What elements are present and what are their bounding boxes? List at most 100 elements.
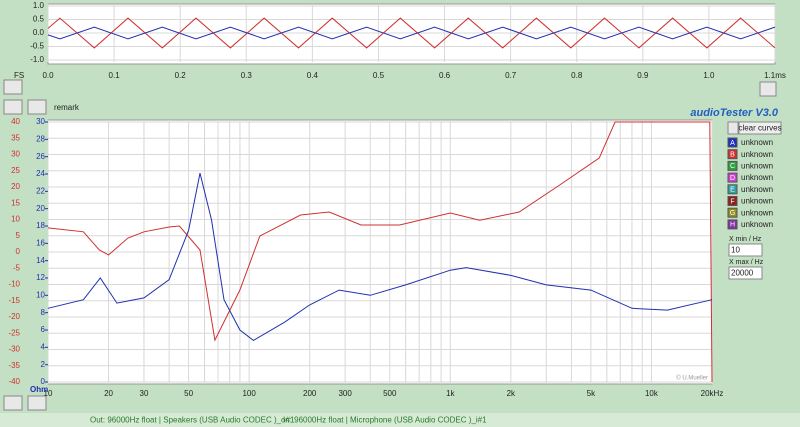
channel-letter: E [730, 187, 735, 194]
y-tick-label: 0.5 [33, 15, 45, 24]
channel-letter: D [730, 175, 735, 182]
x-tick-label: 10k [645, 389, 659, 398]
x-tick-label: 0.1 [109, 71, 121, 80]
y-tick-label: -35 [8, 361, 20, 370]
y-tick-label: -20 [8, 312, 20, 321]
x-tick-label: 0.9 [637, 71, 649, 80]
x-tick-label: 0.0 [42, 71, 54, 80]
channel-label: unknown [741, 173, 773, 182]
scope-plot [47, 3, 776, 65]
corner-label: FS [14, 71, 24, 80]
status-in: In: 96000Hz float | Microphone (USB Audi… [283, 416, 487, 425]
y2-tick-label: 16 [36, 238, 45, 247]
y-tick-label: 10 [11, 215, 20, 224]
x-tick-label: 5k [587, 389, 596, 398]
channel-label: unknown [741, 208, 773, 217]
x-tick-label: 0.6 [439, 71, 451, 80]
channel-swatch[interactable] [727, 137, 738, 148]
y-tick-label: 1.0 [33, 1, 45, 10]
spin-button[interactable] [3, 79, 23, 95]
xmax-value: 20000 [731, 269, 754, 278]
x-tick-label: 0.5 [373, 71, 385, 80]
channel-label: unknown [741, 162, 773, 171]
y2-tick-label: 2 [41, 360, 46, 369]
x-tick-label: 300 [338, 389, 352, 398]
x-tick-label: 20kHz [701, 389, 724, 398]
clear-button[interactable] [738, 121, 782, 135]
channel-swatch[interactable] [727, 219, 738, 230]
x-tick-label: 500 [383, 389, 397, 398]
x-tick-label: 50 [184, 389, 193, 398]
y2-tick-label: 28 [36, 134, 45, 143]
curve [47, 26, 776, 40]
y2-tick-label: 20 [36, 204, 45, 213]
spin-button[interactable] [3, 99, 23, 115]
spinners [3, 79, 777, 411]
y2-tick-label: 8 [41, 308, 46, 317]
channel-swatch[interactable] [727, 184, 738, 195]
channel-letter: C [730, 163, 735, 170]
spin-button[interactable] [727, 121, 739, 135]
channel-swatch[interactable] [727, 160, 738, 171]
channel-letter: G [730, 210, 735, 217]
spin-button[interactable] [27, 99, 47, 115]
y2-tick-label: 18 [36, 221, 45, 230]
y2-label: Ohm [30, 385, 48, 394]
y-tick-label: 0 [16, 247, 21, 256]
x-tick-label: 0.3 [241, 71, 253, 80]
xmin-value: 10 [731, 246, 740, 255]
curve [47, 172, 713, 342]
clear-button-label: clear curves [738, 124, 781, 133]
spin-button[interactable] [759, 81, 777, 97]
x-tick-label: 0.7 [505, 71, 517, 80]
channel-letter: H [730, 222, 735, 229]
y2-tick-label: 14 [36, 256, 45, 265]
channel-letter: B [730, 152, 735, 159]
x-tick-label: 0.8 [571, 71, 583, 80]
y2-tick-label: 30 [36, 117, 45, 126]
y-tick-label: 35 [11, 133, 20, 142]
x-tick-label: 30 [140, 389, 149, 398]
channel-label: unknown [741, 150, 773, 159]
channel-swatch[interactable] [727, 196, 738, 206]
y-tick-label: -30 [8, 345, 20, 354]
y-tick-label: 15 [11, 198, 20, 207]
y2-tick-label: 0 [41, 377, 46, 386]
y-tick-label: 5 [16, 231, 21, 240]
channel-label: unknown [741, 185, 773, 194]
y-tick-label: -40 [8, 377, 20, 386]
y2-tick-label: 10 [36, 290, 45, 299]
channel-swatch[interactable] [727, 149, 738, 160]
channel-label: unknown [741, 220, 773, 229]
xmax-label: X max / Hz [729, 259, 764, 266]
y2-tick-label: 6 [41, 325, 46, 334]
y-tick-label: -25 [8, 328, 20, 337]
y-tick-label: 30 [11, 150, 20, 159]
channel-swatch[interactable] [727, 172, 738, 183]
y-tick-label: 25 [11, 166, 20, 175]
x-tick-label: 2k [507, 389, 516, 398]
y-tick-label: -15 [8, 296, 20, 305]
channel-letter: A [730, 140, 735, 147]
spin-button[interactable] [27, 395, 47, 411]
x-tick-label: 200 [303, 389, 317, 398]
y2-tick-label: 4 [41, 342, 46, 351]
spin-button[interactable] [3, 395, 23, 411]
remark-label: remark [54, 103, 80, 112]
y2-tick-label: 24 [36, 169, 45, 178]
curve [47, 121, 713, 383]
channel-label: unknown [741, 197, 773, 206]
x-tick-label: 10 [44, 389, 53, 398]
y2-tick-label: 26 [36, 152, 45, 161]
y-tick-label: -5 [13, 263, 21, 272]
x-tick-label: 20 [104, 389, 113, 398]
channel-label: unknown [741, 138, 773, 147]
x-tick-label: 1.1ms [764, 71, 786, 80]
x-tick-label: 0.2 [175, 71, 187, 80]
curve [47, 17, 776, 49]
channel-swatch[interactable] [727, 207, 738, 218]
xmax-input[interactable] [728, 266, 763, 280]
y-tick-label: 0.0 [33, 28, 45, 37]
y-tick-label: 20 [11, 182, 20, 191]
xmin-input[interactable] [728, 243, 763, 257]
